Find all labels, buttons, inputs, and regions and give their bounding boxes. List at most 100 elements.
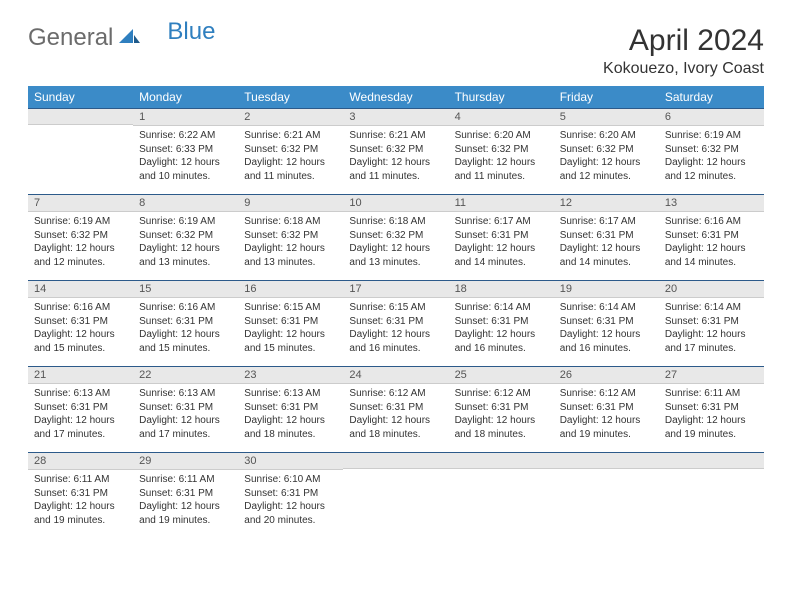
day-details: Sunrise: 6:17 AMSunset: 6:31 PMDaylight:…	[554, 212, 659, 275]
sunset-line: Sunset: 6:31 PM	[455, 229, 548, 243]
calendar-day-cell: 3Sunrise: 6:21 AMSunset: 6:32 PMDaylight…	[343, 108, 448, 194]
daylight-line: Daylight: 12 hours and 17 minutes.	[139, 414, 232, 441]
calendar-day-cell	[554, 452, 659, 538]
location-subtitle: Kokouezo, Ivory Coast	[603, 60, 764, 78]
brand-sail-icon	[119, 24, 141, 52]
sunset-line: Sunset: 6:31 PM	[349, 315, 442, 329]
daylight-line: Daylight: 12 hours and 13 minutes.	[349, 242, 442, 269]
calendar-day-cell: 20Sunrise: 6:14 AMSunset: 6:31 PMDayligh…	[659, 280, 764, 366]
daylight-line: Daylight: 12 hours and 16 minutes.	[560, 328, 653, 355]
day-number: 21	[28, 366, 133, 384]
header: General Blue April 2024 Kokouezo, Ivory …	[28, 24, 764, 78]
sunrise-line: Sunrise: 6:18 AM	[244, 215, 337, 229]
day-number: 16	[238, 280, 343, 298]
daylight-line: Daylight: 12 hours and 13 minutes.	[244, 242, 337, 269]
sunrise-line: Sunrise: 6:14 AM	[665, 301, 758, 315]
day-details: Sunrise: 6:20 AMSunset: 6:32 PMDaylight:…	[554, 126, 659, 189]
day-number: 18	[449, 280, 554, 298]
month-title: April 2024	[603, 24, 764, 58]
calendar-day-cell: 30Sunrise: 6:10 AMSunset: 6:31 PMDayligh…	[238, 452, 343, 538]
sunset-line: Sunset: 6:31 PM	[455, 401, 548, 415]
title-block: April 2024 Kokouezo, Ivory Coast	[603, 24, 764, 78]
sunrise-line: Sunrise: 6:12 AM	[455, 387, 548, 401]
day-number: 27	[659, 366, 764, 384]
sunrise-line: Sunrise: 6:11 AM	[34, 473, 127, 487]
day-details: Sunrise: 6:15 AMSunset: 6:31 PMDaylight:…	[343, 298, 448, 361]
day-details: Sunrise: 6:15 AMSunset: 6:31 PMDaylight:…	[238, 298, 343, 361]
daylight-line: Daylight: 12 hours and 11 minutes.	[244, 156, 337, 183]
sunrise-line: Sunrise: 6:13 AM	[139, 387, 232, 401]
day-number: 19	[554, 280, 659, 298]
calendar-week-row: 21Sunrise: 6:13 AMSunset: 6:31 PMDayligh…	[28, 366, 764, 452]
day-details: Sunrise: 6:14 AMSunset: 6:31 PMDaylight:…	[659, 298, 764, 361]
calendar-day-cell: 16Sunrise: 6:15 AMSunset: 6:31 PMDayligh…	[238, 280, 343, 366]
calendar-day-cell: 22Sunrise: 6:13 AMSunset: 6:31 PMDayligh…	[133, 366, 238, 452]
sunrise-line: Sunrise: 6:19 AM	[139, 215, 232, 229]
weekday-header: Sunday	[28, 86, 133, 108]
calendar-day-cell: 5Sunrise: 6:20 AMSunset: 6:32 PMDaylight…	[554, 108, 659, 194]
sunrise-line: Sunrise: 6:11 AM	[665, 387, 758, 401]
daylight-line: Daylight: 12 hours and 18 minutes.	[349, 414, 442, 441]
day-details: Sunrise: 6:21 AMSunset: 6:32 PMDaylight:…	[343, 126, 448, 189]
sunset-line: Sunset: 6:31 PM	[560, 401, 653, 415]
empty-day-number	[449, 452, 554, 469]
day-details: Sunrise: 6:14 AMSunset: 6:31 PMDaylight:…	[449, 298, 554, 361]
calendar-week-row: 7Sunrise: 6:19 AMSunset: 6:32 PMDaylight…	[28, 194, 764, 280]
day-number: 12	[554, 194, 659, 212]
daylight-line: Daylight: 12 hours and 17 minutes.	[34, 414, 127, 441]
sunrise-line: Sunrise: 6:20 AM	[560, 129, 653, 143]
sunset-line: Sunset: 6:32 PM	[349, 143, 442, 157]
day-number: 30	[238, 452, 343, 470]
daylight-line: Daylight: 12 hours and 12 minutes.	[34, 242, 127, 269]
sunrise-line: Sunrise: 6:19 AM	[665, 129, 758, 143]
day-number: 14	[28, 280, 133, 298]
calendar-day-cell: 10Sunrise: 6:18 AMSunset: 6:32 PMDayligh…	[343, 194, 448, 280]
empty-day-number	[28, 108, 133, 125]
sunset-line: Sunset: 6:31 PM	[665, 229, 758, 243]
sunset-line: Sunset: 6:31 PM	[665, 401, 758, 415]
day-number: 26	[554, 366, 659, 384]
daylight-line: Daylight: 12 hours and 19 minutes.	[560, 414, 653, 441]
sunrise-line: Sunrise: 6:17 AM	[560, 215, 653, 229]
calendar-day-cell: 6Sunrise: 6:19 AMSunset: 6:32 PMDaylight…	[659, 108, 764, 194]
day-number: 15	[133, 280, 238, 298]
daylight-line: Daylight: 12 hours and 19 minutes.	[139, 500, 232, 527]
sunset-line: Sunset: 6:31 PM	[34, 315, 127, 329]
calendar-day-cell: 29Sunrise: 6:11 AMSunset: 6:31 PMDayligh…	[133, 452, 238, 538]
calendar-day-cell: 13Sunrise: 6:16 AMSunset: 6:31 PMDayligh…	[659, 194, 764, 280]
calendar-day-cell: 12Sunrise: 6:17 AMSunset: 6:31 PMDayligh…	[554, 194, 659, 280]
day-number: 2	[238, 108, 343, 126]
sunset-line: Sunset: 6:32 PM	[244, 229, 337, 243]
sunset-line: Sunset: 6:31 PM	[560, 229, 653, 243]
day-number: 29	[133, 452, 238, 470]
sunrise-line: Sunrise: 6:12 AM	[560, 387, 653, 401]
calendar-day-cell: 15Sunrise: 6:16 AMSunset: 6:31 PMDayligh…	[133, 280, 238, 366]
day-number: 7	[28, 194, 133, 212]
day-details: Sunrise: 6:10 AMSunset: 6:31 PMDaylight:…	[238, 470, 343, 533]
brand-text-blue: Blue	[167, 18, 215, 46]
sunrise-line: Sunrise: 6:16 AM	[665, 215, 758, 229]
daylight-line: Daylight: 12 hours and 14 minutes.	[455, 242, 548, 269]
calendar-day-cell: 25Sunrise: 6:12 AMSunset: 6:31 PMDayligh…	[449, 366, 554, 452]
day-details: Sunrise: 6:13 AMSunset: 6:31 PMDaylight:…	[238, 384, 343, 447]
day-details: Sunrise: 6:18 AMSunset: 6:32 PMDaylight:…	[343, 212, 448, 275]
daylight-line: Daylight: 12 hours and 12 minutes.	[665, 156, 758, 183]
daylight-line: Daylight: 12 hours and 15 minutes.	[244, 328, 337, 355]
day-details: Sunrise: 6:18 AMSunset: 6:32 PMDaylight:…	[238, 212, 343, 275]
brand-text-general: General	[28, 24, 113, 52]
sunset-line: Sunset: 6:32 PM	[349, 229, 442, 243]
day-details: Sunrise: 6:12 AMSunset: 6:31 PMDaylight:…	[554, 384, 659, 447]
weekday-header-row: Sunday Monday Tuesday Wednesday Thursday…	[28, 86, 764, 108]
calendar-day-cell: 18Sunrise: 6:14 AMSunset: 6:31 PMDayligh…	[449, 280, 554, 366]
calendar-day-cell: 8Sunrise: 6:19 AMSunset: 6:32 PMDaylight…	[133, 194, 238, 280]
calendar-week-row: 14Sunrise: 6:16 AMSunset: 6:31 PMDayligh…	[28, 280, 764, 366]
sunrise-line: Sunrise: 6:15 AM	[349, 301, 442, 315]
sunrise-line: Sunrise: 6:15 AM	[244, 301, 337, 315]
sunset-line: Sunset: 6:32 PM	[139, 229, 232, 243]
day-details: Sunrise: 6:20 AMSunset: 6:32 PMDaylight:…	[449, 126, 554, 189]
sunrise-line: Sunrise: 6:10 AM	[244, 473, 337, 487]
day-details: Sunrise: 6:19 AMSunset: 6:32 PMDaylight:…	[659, 126, 764, 189]
calendar-day-cell	[28, 108, 133, 194]
day-number: 4	[449, 108, 554, 126]
sunrise-line: Sunrise: 6:17 AM	[455, 215, 548, 229]
